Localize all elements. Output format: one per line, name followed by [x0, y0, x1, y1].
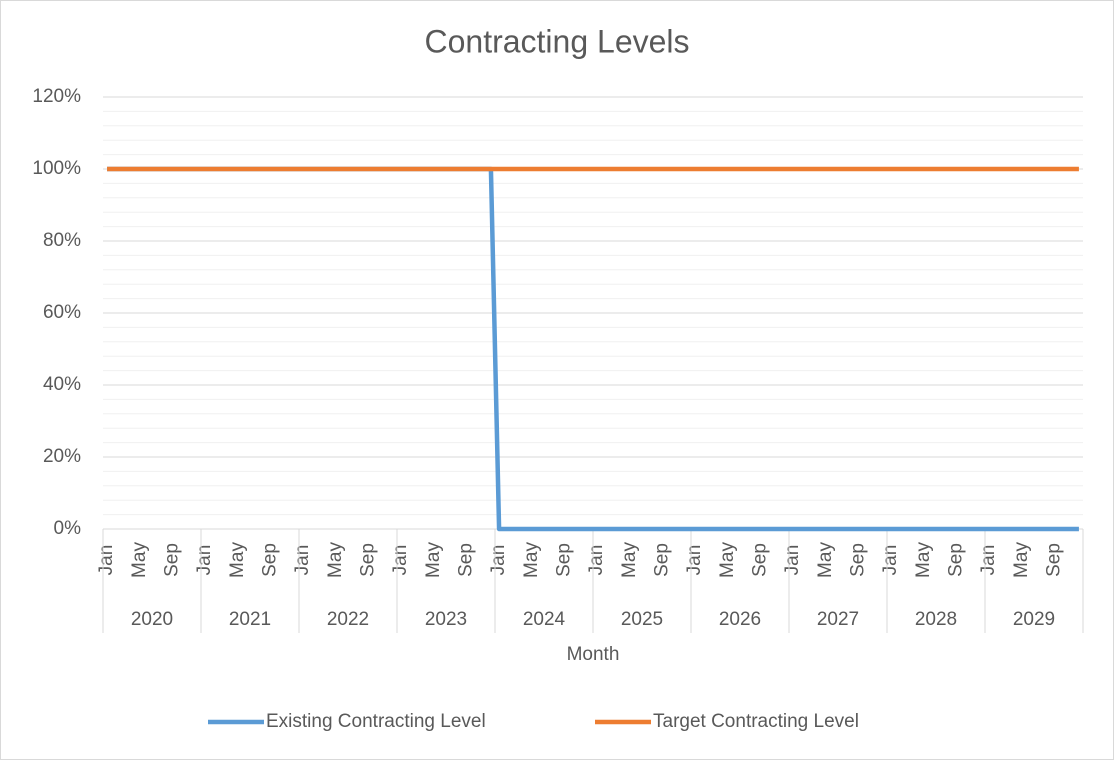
x-tick-label: Jan	[96, 545, 117, 576]
x-tick-label: Jan	[292, 545, 313, 576]
y-tick-label: 0%	[54, 518, 82, 539]
x-tick-label: Jan	[880, 545, 901, 576]
x-tick-label: Sep	[945, 543, 966, 577]
x-tick-label: Sep	[553, 543, 574, 577]
x-tick-label: Jan	[390, 545, 411, 576]
x-group-label: 2021	[229, 609, 271, 630]
y-tick-label: 100%	[32, 158, 81, 179]
x-tick-label: Sep	[847, 543, 868, 577]
x-tick-label: Sep	[455, 543, 476, 577]
x-axis-title: Month	[567, 644, 620, 665]
x-group-label: 2027	[817, 609, 859, 630]
x-tick-label: Sep	[357, 543, 378, 577]
x-group-label: 2025	[621, 609, 663, 630]
x-tick-label: May	[619, 542, 640, 578]
x-tick-label: Jan	[586, 545, 607, 576]
x-tick-label: May	[717, 542, 738, 578]
y-tick-label: 120%	[32, 86, 81, 107]
x-tick-label: Jan	[684, 545, 705, 576]
x-tick-label: May	[325, 542, 346, 578]
x-tick-label: Sep	[651, 543, 672, 577]
y-tick-label: 20%	[43, 446, 81, 467]
x-group-label: 2022	[327, 609, 369, 630]
chart-title: Contracting Levels	[424, 23, 689, 59]
x-tick-label: Jan	[488, 545, 509, 576]
x-tick-label: May	[521, 542, 542, 578]
x-group-label: 2020	[131, 609, 173, 630]
x-tick-label: Sep	[259, 543, 280, 577]
y-tick-label: 80%	[43, 230, 81, 251]
x-tick-label: Sep	[161, 543, 182, 577]
x-group-label: 2024	[523, 609, 566, 630]
x-tick-label: Jan	[782, 545, 803, 576]
x-tick-label: May	[129, 542, 150, 578]
y-tick-label: 40%	[43, 374, 81, 395]
x-tick-label: May	[815, 542, 836, 578]
x-tick-label: May	[423, 542, 444, 578]
y-tick-label: 60%	[43, 302, 81, 323]
x-tick-label: Sep	[1043, 543, 1064, 577]
x-group-label: 2028	[915, 609, 957, 630]
x-tick-label: May	[913, 542, 934, 578]
x-tick-label: Jan	[194, 545, 215, 576]
x-tick-label: Jan	[978, 545, 999, 576]
legend-label: Existing Contracting Level	[266, 711, 486, 732]
legend-label: Target Contracting Level	[653, 711, 859, 732]
x-group-label: 2026	[719, 609, 761, 630]
x-tick-label: May	[227, 542, 248, 578]
x-tick-label: May	[1011, 542, 1032, 578]
x-tick-label: Sep	[749, 543, 770, 577]
x-group-label: 2023	[425, 609, 467, 630]
x-group-label: 2029	[1013, 609, 1055, 630]
